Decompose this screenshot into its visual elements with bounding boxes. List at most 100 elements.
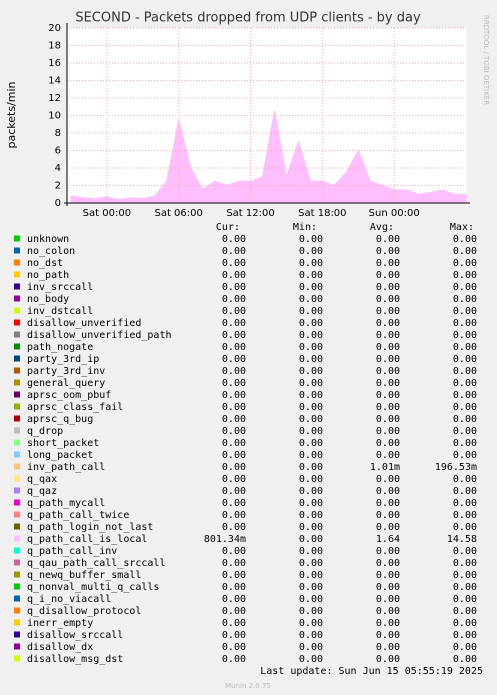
legend-swatch <box>14 643 20 650</box>
legend-swatch <box>14 511 20 518</box>
legend-value: 0.00 <box>376 282 400 293</box>
y-tick-label: 6 <box>55 146 61 157</box>
legend-value: 0.00 <box>222 258 246 269</box>
legend-value: 0.00 <box>299 306 323 317</box>
legend-value: 0.00 <box>453 306 477 317</box>
legend-value: 0.00 <box>222 618 246 629</box>
series-area <box>70 111 467 204</box>
legend-value: 0.00 <box>376 318 400 329</box>
legend-value: 0.00 <box>299 330 323 341</box>
legend-value: 0.00 <box>376 390 400 401</box>
legend-value: 0.00 <box>376 570 400 581</box>
legend-value: 0.00 <box>299 642 323 653</box>
legend-value: 0.00 <box>299 570 323 581</box>
legend-value: 0.00 <box>299 342 323 353</box>
legend-value: 0.00 <box>299 294 323 305</box>
legend-name: q_disallow_protocol <box>27 606 141 617</box>
legend-value: 0.00 <box>376 522 400 533</box>
legend-value: 0.00 <box>453 258 477 269</box>
legend-value: 0.00 <box>299 546 323 557</box>
legend-name: unknown <box>27 234 69 245</box>
legend-value: 0.00 <box>222 486 246 497</box>
legend-value: 0.00 <box>376 366 400 377</box>
legend-value: 0.00 <box>299 258 323 269</box>
legend-value: 0.00 <box>222 378 246 389</box>
legend-value: 0.00 <box>222 234 246 245</box>
legend-value: 0.00 <box>222 546 246 557</box>
legend-name: no_dst <box>27 258 63 269</box>
legend-name: q_qaz <box>27 486 57 497</box>
legend-value: 0.00 <box>222 342 246 353</box>
legend-value: 0.00 <box>376 474 400 485</box>
legend-value: 0.00 <box>376 306 400 317</box>
legend-value: 0.00 <box>299 498 323 509</box>
y-tick-label: 14 <box>48 76 61 87</box>
legend-swatch <box>14 295 20 302</box>
legend-value: 0.00 <box>222 498 246 509</box>
legend-value: 0.00 <box>453 234 477 245</box>
legend-swatch <box>14 391 20 398</box>
y-tick-label: 18 <box>48 41 61 52</box>
legend-swatch <box>14 415 20 422</box>
legend-value: 0.00 <box>299 606 323 617</box>
legend-value: 0.00 <box>453 618 477 629</box>
legend-swatch <box>14 619 20 626</box>
legend-header: Min: <box>293 222 317 233</box>
version: Munin 2.0.75 <box>225 682 271 690</box>
legend-value: 0.00 <box>222 318 246 329</box>
legend-swatch <box>14 307 20 314</box>
legend-value: 0.00 <box>222 294 246 305</box>
legend-value: 0.00 <box>299 402 323 413</box>
legend-value: 0.00 <box>376 642 400 653</box>
legend-value: 0.00 <box>299 462 323 473</box>
legend-value: 0.00 <box>453 330 477 341</box>
legend-swatch <box>14 235 20 242</box>
legend-value: 0.00 <box>453 414 477 425</box>
legend-name: inv_srccall <box>27 282 93 293</box>
legend-name: q_i_no_viacall <box>27 594 111 605</box>
legend-value: 0.00 <box>222 654 246 665</box>
legend-value: 0.00 <box>222 570 246 581</box>
legend-value: 0.00 <box>299 522 323 533</box>
legend-value: 0.00 <box>453 354 477 365</box>
legend-value: 0.00 <box>299 474 323 485</box>
legend-name: long_packet <box>27 450 93 461</box>
legend-value: 0.00 <box>299 630 323 641</box>
legend-value: 0.00 <box>376 450 400 461</box>
legend-name: short_packet <box>27 438 99 449</box>
legend-value: 0.00 <box>453 402 477 413</box>
legend-name: q_qax <box>27 474 57 485</box>
legend-name: aprsc_class_fail <box>27 402 123 413</box>
legend-swatch <box>14 451 20 458</box>
legend-value: 0.00 <box>299 594 323 605</box>
legend-value: 0.00 <box>299 438 323 449</box>
legend-value: 0.00 <box>222 474 246 485</box>
legend-value: 0.00 <box>376 486 400 497</box>
legend-value: 0.00 <box>376 246 400 257</box>
legend-value: 0.00 <box>299 366 323 377</box>
legend-value: 0.00 <box>222 450 246 461</box>
legend-value: 0.00 <box>222 366 246 377</box>
legend-value: 0.00 <box>376 630 400 641</box>
legend-value: 0.00 <box>299 426 323 437</box>
legend-value: 0.00 <box>222 402 246 413</box>
legend-value: 0.00 <box>376 606 400 617</box>
legend-value: 0.00 <box>453 342 477 353</box>
legend-value: 0.00 <box>453 366 477 377</box>
legend-value: 0.00 <box>299 354 323 365</box>
legend-swatch <box>14 259 20 266</box>
legend-name: path_nogate <box>27 342 93 353</box>
legend-value: 0.00 <box>453 318 477 329</box>
y-tick-label: 8 <box>55 128 61 139</box>
legend-value: 0.00 <box>453 438 477 449</box>
legend-value: 0.00 <box>453 522 477 533</box>
legend-name: q_path_call_inv <box>27 546 117 557</box>
legend-value: 0.00 <box>453 510 477 521</box>
legend-value: 0.00 <box>299 486 323 497</box>
legend-value: 0.00 <box>376 258 400 269</box>
x-tick-label: Sun 00:00 <box>369 208 420 219</box>
legend-header: Max: <box>450 222 474 233</box>
legend-swatch <box>14 271 20 278</box>
legend-name: q_path_call_twice <box>27 510 129 521</box>
